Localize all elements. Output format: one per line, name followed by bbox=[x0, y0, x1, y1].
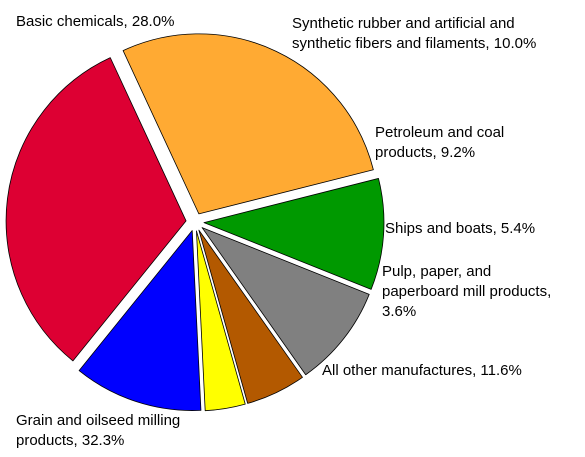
labels-layer: Synthetic rubber and artificial and synth… bbox=[16, 13, 551, 449]
slice-label-line: Ships and boats, 5.4% bbox=[385, 220, 535, 237]
slice-label-line: products, 9.2% bbox=[375, 144, 475, 161]
slice-label-3: Pulp, paper, and paperboard mill products… bbox=[382, 263, 551, 320]
pie-slice-4 bbox=[78, 230, 202, 411]
pie-slice-1 bbox=[201, 227, 370, 376]
slice-label-line: Synthetic rubber and artificial and bbox=[292, 15, 515, 32]
slice-label-line: Pulp, paper, and bbox=[382, 263, 491, 280]
pie-slice-3 bbox=[196, 230, 246, 412]
slice-label-2: Ships and boats, 5.4% bbox=[385, 220, 535, 237]
slice-label-line: 3.6% bbox=[382, 303, 416, 320]
slice-label-0: Synthetic rubber and artificial and synth… bbox=[292, 15, 536, 52]
slice-label-line: synthetic fibers and filaments, 10.0% bbox=[292, 35, 536, 52]
slice-label-line: Basic chemicals, 28.0% bbox=[16, 13, 174, 30]
slice-label-1: Petroleum and coal products, 9.2% bbox=[375, 124, 504, 161]
pie-slice-0 bbox=[203, 178, 385, 290]
slice-label-line: paperboard mill products, bbox=[382, 283, 551, 300]
pie-slice-5 bbox=[5, 57, 187, 362]
slice-label-line: All other manufactures, 11.6% bbox=[322, 362, 522, 379]
slices-layer bbox=[5, 33, 385, 412]
pie-slice-6 bbox=[122, 33, 374, 215]
slice-label-line: Grain and oilseed milling bbox=[16, 412, 180, 429]
slice-label-5: Grain and oilseed milling products, 32.3% bbox=[16, 412, 180, 449]
slice-label-6: Basic chemicals, 28.0% bbox=[16, 13, 174, 30]
slice-label-line: products, 32.3% bbox=[16, 432, 124, 449]
slice-label-line: Petroleum and coal bbox=[375, 124, 504, 141]
pie-slice-2 bbox=[198, 229, 303, 404]
slice-label-4: All other manufactures, 11.6% bbox=[322, 362, 522, 379]
